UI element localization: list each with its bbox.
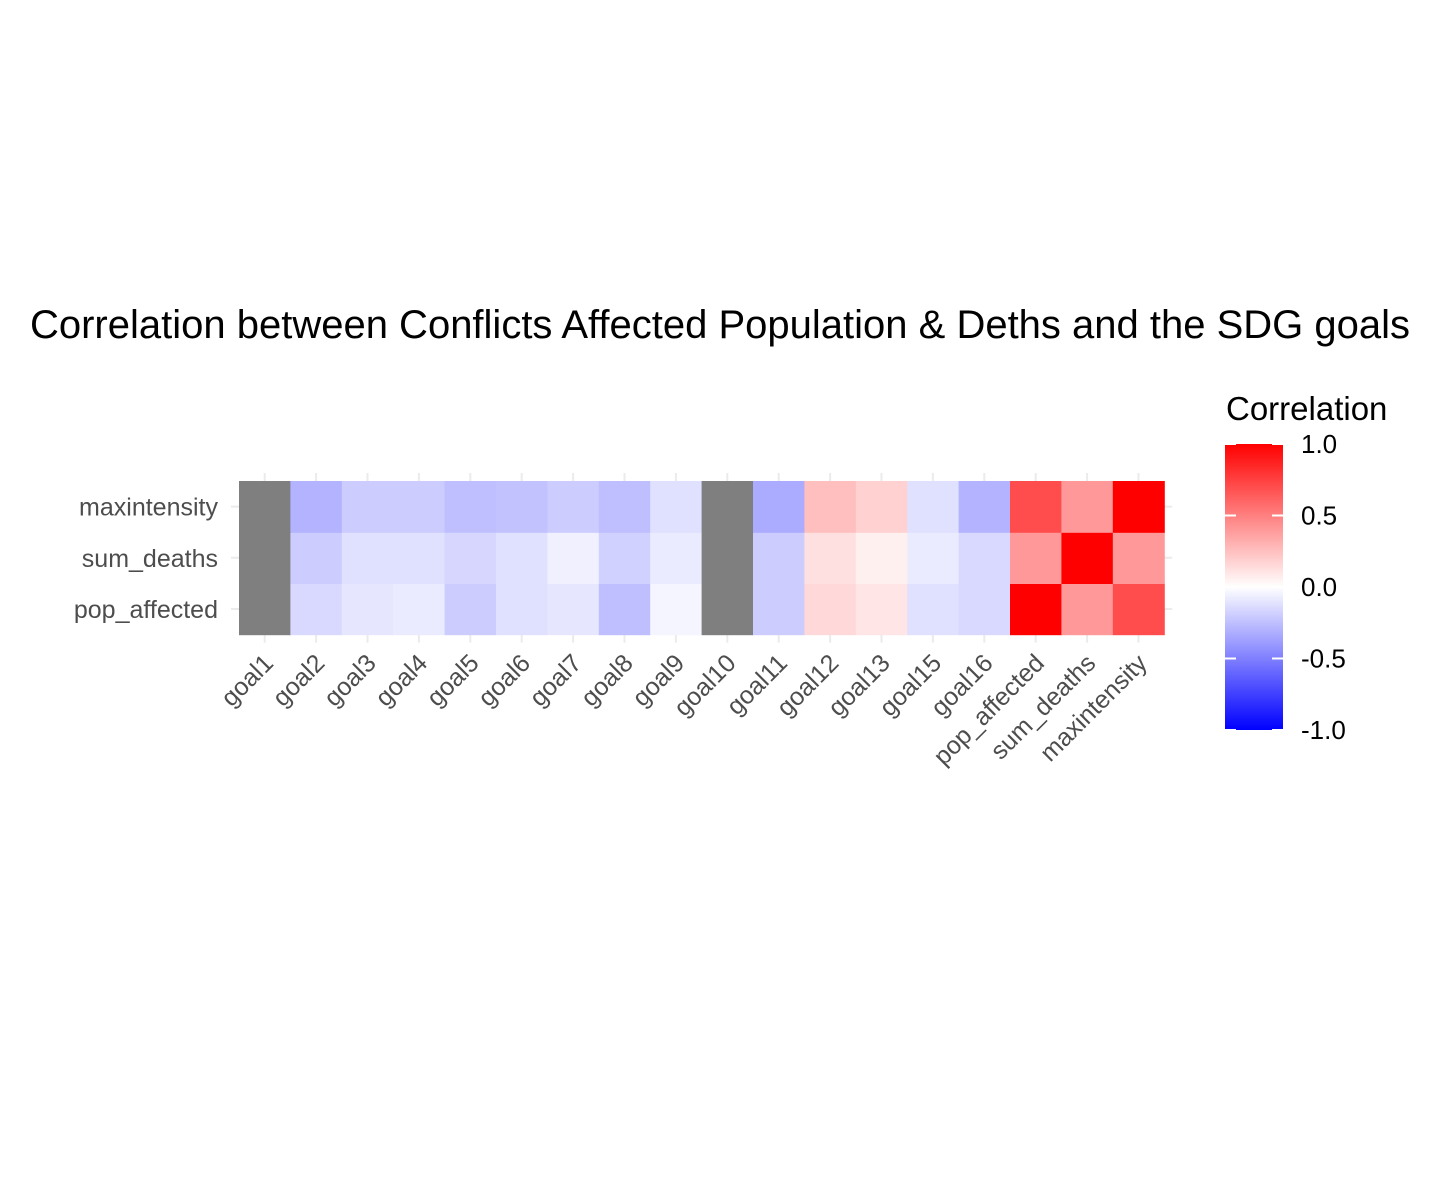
x-tick-label: goal5 (421, 649, 484, 712)
heatmap-cell-pop_affected-goal15 (907, 583, 960, 636)
legend-label: -1.0 (1301, 715, 1346, 745)
heatmap-cell-pop_affected-goal5 (444, 583, 497, 636)
heatmap-cell-sum_deaths-goal4 (393, 532, 446, 584)
x-tick-label: goal1 (216, 649, 279, 712)
heatmap-cell-sum_deaths-goal3 (341, 532, 394, 584)
x-axis: goal1goal2goal3goal4goal5goal6goal7goal8… (216, 649, 1153, 771)
heatmap-cell-maxintensity-goal2 (290, 481, 343, 533)
heatmap-cell-sum_deaths-maxintensity (1112, 532, 1165, 584)
heatmap-cell-sum_deaths-goal12 (804, 532, 857, 584)
heatmap-cell-maxintensity-goal11 (753, 481, 805, 533)
heatmap-cell-maxintensity-goal15 (907, 481, 960, 533)
heatmap-cell-maxintensity-pop_affected (1010, 481, 1062, 533)
heatmap-cell-pop_affected-goal11 (753, 583, 805, 636)
heatmap-cell-sum_deaths-goal16 (958, 532, 1011, 584)
heatmap-cell-maxintensity-sum_deaths (1061, 481, 1114, 533)
heatmap-cell-pop_affected-goal7 (547, 583, 600, 636)
legend: Correlation 1.0 0.5 0.0 -0.5 -1.0 (1225, 390, 1387, 745)
x-tick-label: goal6 (473, 649, 536, 712)
heatmap-cell-pop_affected-goal6 (496, 583, 548, 636)
heatmap-cell-sum_deaths-goal8 (598, 532, 651, 584)
heatmap-cell-maxintensity-goal3 (341, 481, 394, 533)
heatmap-cell-sum_deaths-sum_deaths (1061, 532, 1114, 584)
legend-label: 1.0 (1301, 429, 1337, 459)
heatmap-cell-maxintensity-goal4 (393, 481, 446, 533)
heatmap-cell-pop_affected-goal1 (239, 583, 291, 636)
heatmap-cells (239, 481, 1165, 636)
heatmap-cell-sum_deaths-goal13 (855, 532, 908, 584)
heatmap-cell-sum_deaths-goal10 (701, 532, 754, 584)
heatmap-cell-pop_affected-goal4 (393, 583, 446, 636)
heatmap-cell-pop_affected-goal2 (290, 583, 343, 636)
x-tick-label: goal4 (370, 649, 433, 712)
heatmap-cell-pop_affected-goal8 (598, 583, 651, 636)
x-tick-label: goal3 (319, 649, 382, 712)
heatmap-cell-sum_deaths-goal7 (547, 532, 600, 584)
heatmap-cell-pop_affected-goal12 (804, 583, 857, 636)
heatmap-cell-sum_deaths-goal9 (650, 532, 703, 584)
heatmap-cell-maxintensity-goal13 (855, 481, 908, 533)
x-tick-label: goal2 (267, 649, 330, 712)
heatmap-cell-maxintensity-goal1 (239, 481, 291, 533)
heatmap-cell-pop_affected-goal3 (341, 583, 394, 636)
heatmap-cell-pop_affected-pop_affected (1010, 583, 1062, 636)
legend-title: Correlation (1226, 390, 1387, 427)
heatmap-cell-sum_deaths-goal5 (444, 532, 497, 584)
heatmap-cell-maxintensity-goal8 (598, 481, 651, 533)
chart-title: Correlation between Conflicts Affected P… (30, 303, 1410, 347)
y-tick-label: sum_deaths (82, 545, 218, 573)
heatmap-cell-pop_affected-sum_deaths (1061, 583, 1114, 636)
heatmap-cell-sum_deaths-goal6 (496, 532, 548, 584)
heatmap-cell-maxintensity-goal10 (701, 481, 754, 533)
legend-label: 0.0 (1301, 572, 1337, 602)
heatmap-cell-pop_affected-goal9 (650, 583, 703, 636)
heatmap-cell-pop_affected-goal13 (855, 583, 908, 636)
heatmap-cell-maxintensity-goal5 (444, 481, 497, 533)
x-tick-label: goal8 (576, 649, 639, 712)
legend-label: -0.5 (1301, 644, 1346, 674)
heatmap-cell-maxintensity-goal12 (804, 481, 857, 533)
heatmap-cell-sum_deaths-pop_affected (1010, 532, 1062, 584)
heatmap-cell-pop_affected-maxintensity (1112, 583, 1165, 636)
heatmap-cell-sum_deaths-goal1 (239, 532, 291, 584)
heatmap-cell-maxintensity-goal9 (650, 481, 703, 533)
y-axis: pop_affected sum_deaths maxintensity (74, 494, 219, 624)
heatmap-cell-sum_deaths-goal15 (907, 532, 960, 584)
heatmap-cell-sum_deaths-goal11 (753, 532, 805, 584)
x-tick-label: goal7 (524, 649, 587, 712)
heatmap-cell-maxintensity-goal16 (958, 481, 1011, 533)
heatmap-cell-maxintensity-goal7 (547, 481, 600, 533)
heatmap-cell-maxintensity-maxintensity (1112, 481, 1165, 533)
heatmap-cell-pop_affected-goal16 (958, 583, 1011, 636)
heatmap-cell-pop_affected-goal10 (701, 583, 754, 636)
y-tick-label: pop_affected (74, 596, 218, 624)
heatmap-cell-maxintensity-goal6 (496, 481, 548, 533)
legend-label: 0.5 (1301, 501, 1337, 531)
y-tick-label: maxintensity (79, 494, 218, 522)
heatmap-cell-sum_deaths-goal2 (290, 532, 343, 584)
